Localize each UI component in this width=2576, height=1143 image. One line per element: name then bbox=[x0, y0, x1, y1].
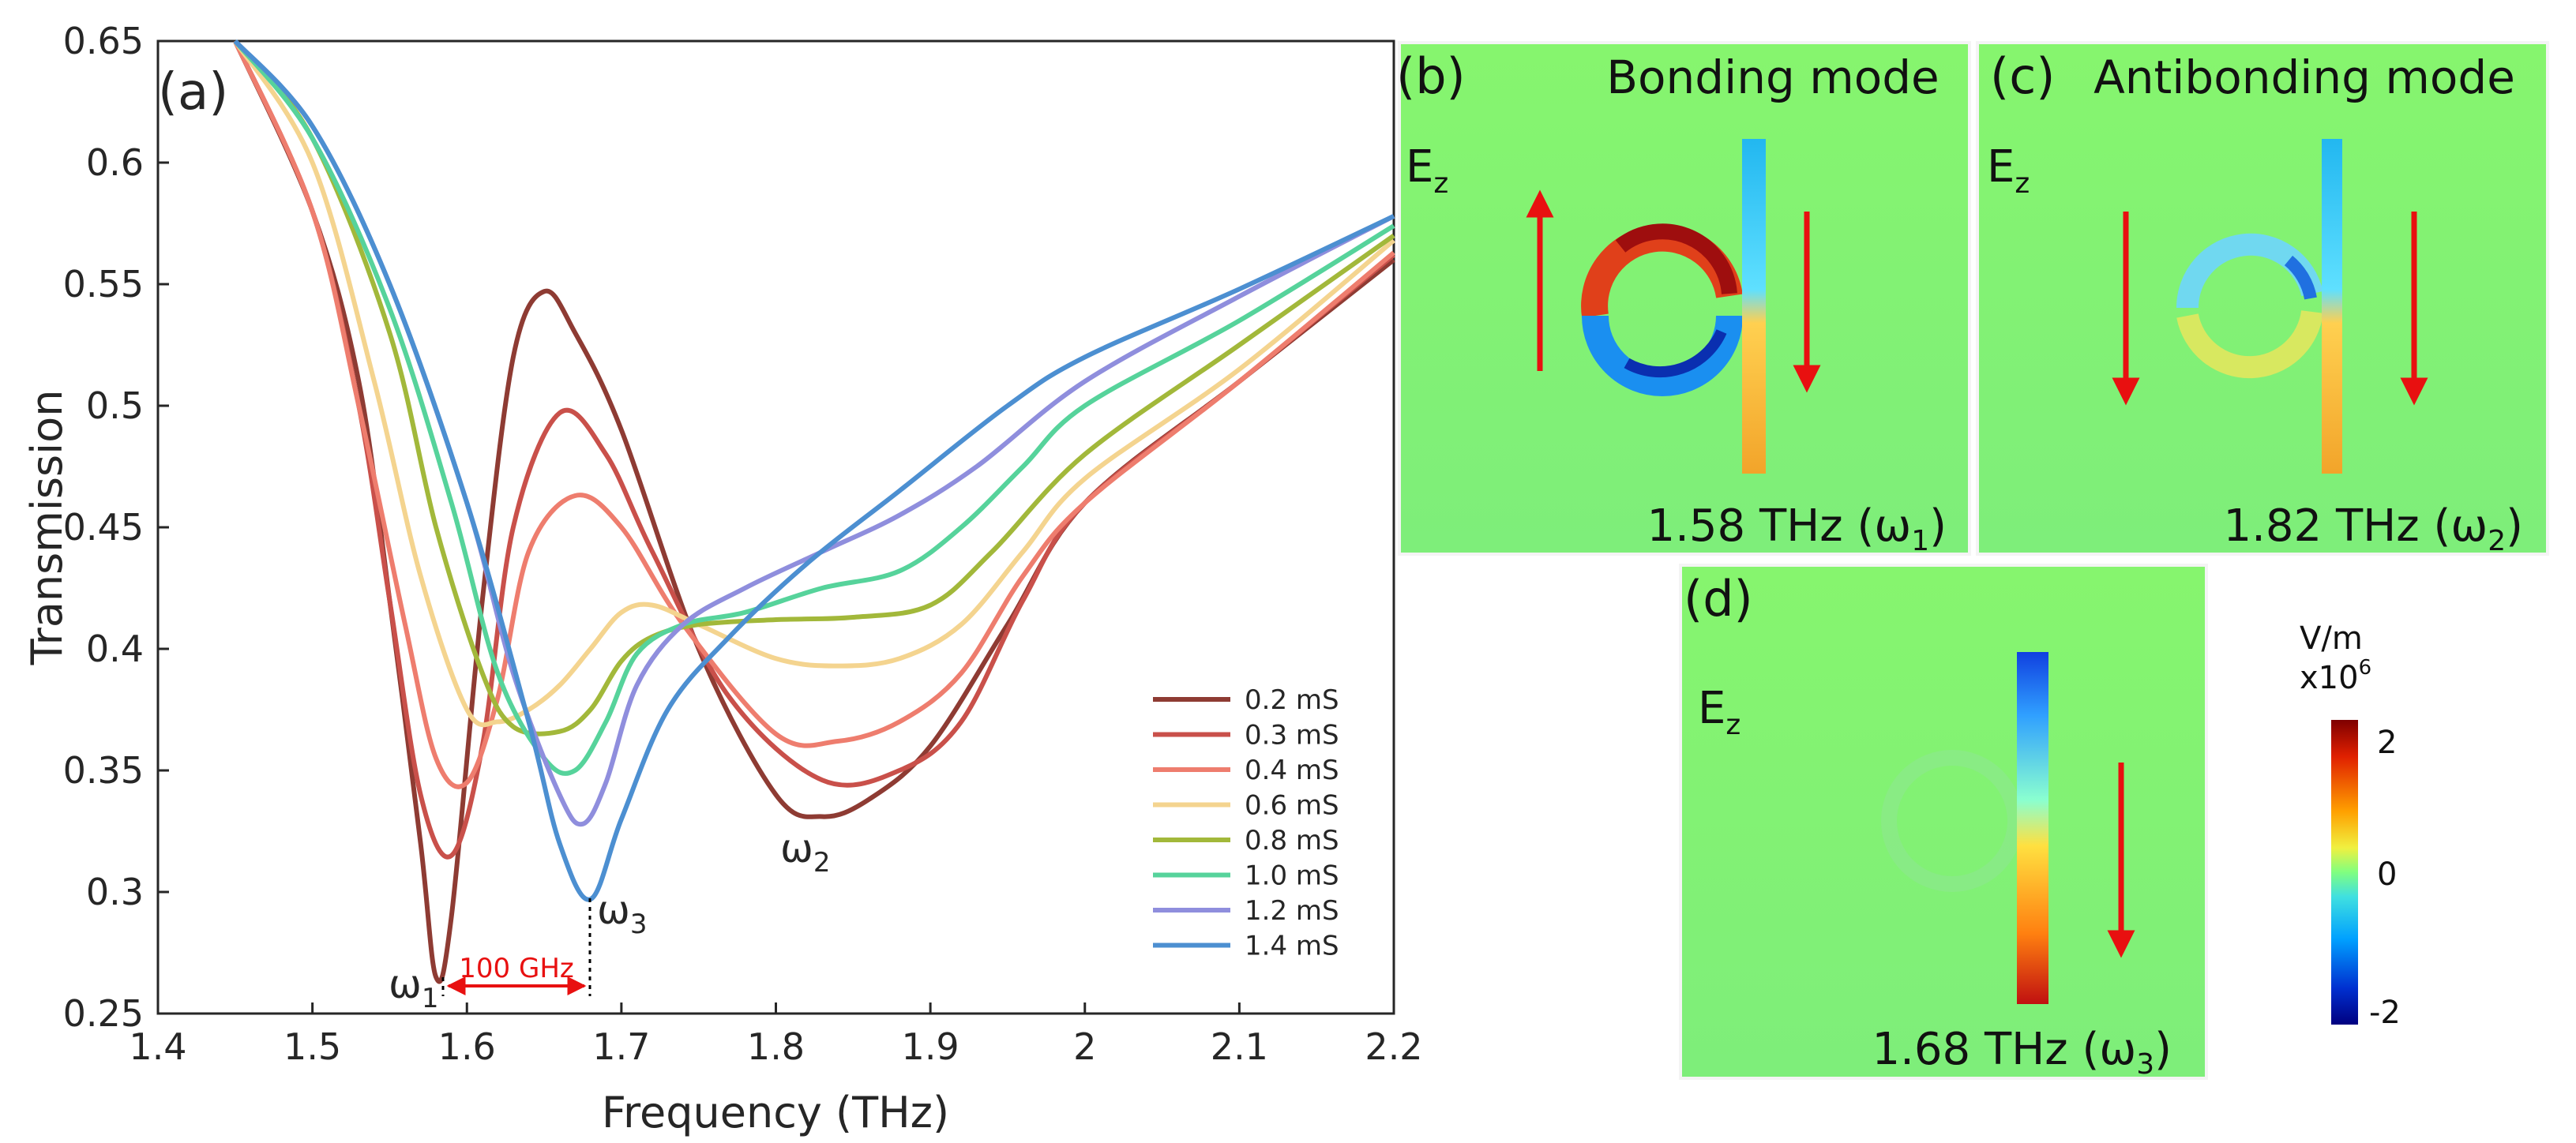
x-tick-label: 2 bbox=[1073, 1025, 1096, 1068]
omega1-label: ω1 bbox=[389, 961, 439, 1014]
panel-label-b: (b) bbox=[1396, 47, 1466, 105]
dipole-rod bbox=[2017, 652, 2048, 1004]
legend-label: 1.0 mS bbox=[1245, 860, 1339, 892]
legend-label: 0.3 mS bbox=[1245, 720, 1339, 751]
y-tick-label: 0.4 bbox=[86, 628, 144, 670]
mode-title-c: Antibonding mode bbox=[2093, 51, 2515, 104]
y-tick-label: 0.6 bbox=[86, 141, 144, 184]
legend: 0.2 mS 0.3 mS 0.4 mS 0.6 mS0.8 mS 1.0 mS1.2 … bbox=[1153, 684, 1339, 962]
series-line-0-8-mS bbox=[233, 39, 1395, 736]
dipole-rod bbox=[1742, 139, 1766, 474]
field-label-c: Ez bbox=[1987, 141, 2030, 200]
mode-title-b: Bonding mode bbox=[1606, 51, 1939, 104]
legend-label: 1.2 mS bbox=[1245, 895, 1339, 927]
x-tick-label: 1.6 bbox=[438, 1025, 496, 1068]
colorbar-scale: x106 bbox=[2300, 656, 2371, 696]
field-map-background bbox=[1679, 564, 2208, 1080]
ring-faint bbox=[1881, 750, 2023, 892]
series-line-0-3-mS bbox=[233, 39, 1395, 860]
legend-label: 0.8 mS bbox=[1245, 825, 1339, 856]
omega3-label: ω3 bbox=[597, 887, 648, 940]
dipole-rod bbox=[2322, 139, 2342, 474]
x-tick-label: 1.9 bbox=[902, 1025, 959, 1068]
y-tick-label: 0.5 bbox=[86, 384, 144, 427]
ring-bottom-core bbox=[1624, 329, 1727, 378]
panel-label-a: (a) bbox=[158, 63, 228, 122]
y-tick-label: 0.55 bbox=[63, 263, 144, 305]
caption-d: 1.68 THz (ω3) bbox=[1872, 1024, 2172, 1081]
y-tick-label: 0.3 bbox=[86, 871, 144, 913]
x-axis-label: Frequency (THz) bbox=[602, 1088, 949, 1137]
caption-c: 1.82 THz (ω2) bbox=[2223, 500, 2523, 557]
field-label-d: Ez bbox=[1698, 683, 1740, 741]
y-tick-label: 0.25 bbox=[63, 992, 144, 1035]
ring-bottom-half bbox=[2176, 309, 2323, 379]
ring-core bbox=[2284, 255, 2317, 300]
field-map-background bbox=[1398, 41, 1971, 556]
field-map-omega3: (d) Ez 1.68 THz (ω3) bbox=[1679, 564, 2208, 1081]
colorbar-unit: V/m bbox=[2300, 620, 2363, 657]
panel-label-d: (d) bbox=[1684, 570, 1753, 628]
field-map-antibonding: (c) Antibonding mode Ez 1.82 THz (ω2) bbox=[1976, 41, 2549, 557]
series-line-0-6-mS bbox=[233, 39, 1395, 728]
series-lines bbox=[233, 39, 1395, 984]
y-axis-label: Transmission bbox=[22, 390, 72, 666]
omega2-label: ω2 bbox=[780, 826, 831, 879]
x-axis-ticks: 1.4 1.5 1.6 1.7 1.8 1.9 2 2.1 2.2 bbox=[129, 1002, 1423, 1068]
y-tick-label: 0.45 bbox=[63, 506, 144, 549]
legend-label: 0.4 mS bbox=[1245, 755, 1339, 786]
ring-top-core bbox=[1615, 223, 1737, 294]
colorbar: V/m x106 2 0 -2 bbox=[2300, 620, 2401, 1031]
series-line-1-4-mS bbox=[233, 39, 1395, 902]
legend-label: 0.2 mS bbox=[1245, 684, 1339, 716]
x-tick-label: 1.4 bbox=[129, 1025, 186, 1068]
legend-label: 1.4 mS bbox=[1245, 931, 1339, 962]
colorbar-tick-zero: 0 bbox=[2377, 856, 2397, 893]
ring-bottom-half bbox=[1582, 315, 1743, 396]
spacing-label: 100 GHz bbox=[459, 953, 573, 984]
x-tick-label: 1.7 bbox=[592, 1025, 650, 1068]
colorbar-tick-max: 2 bbox=[2377, 725, 2397, 761]
x-tick-label: 1.5 bbox=[284, 1025, 341, 1068]
transmission-chart: 0.250.30.350.40.450.50.550.60.65 1.4 1.5 1… bbox=[22, 20, 1423, 1137]
x-tick-label: 1.8 bbox=[747, 1025, 805, 1068]
field-map-background bbox=[1976, 41, 2549, 556]
plot-area bbox=[156, 39, 1395, 1015]
series-line-0-4-mS bbox=[233, 39, 1395, 789]
y-axis-ticks: 0.25 0.3 0.35 0.4 0.45 0.5 0.55 0.6 0.65 bbox=[63, 20, 169, 1035]
caption-b: 1.58 THz (ω1) bbox=[1647, 500, 1947, 557]
field-label-b: Ez bbox=[1406, 141, 1448, 200]
colorbar-gradient bbox=[2331, 720, 2358, 1025]
series-line-1-0-mS bbox=[233, 39, 1395, 776]
x-tick-label: 2.2 bbox=[1365, 1025, 1422, 1068]
y-tick-label: 0.65 bbox=[63, 20, 144, 62]
legend-label: 0.6 mS bbox=[1245, 790, 1339, 822]
x-tick-label: 2.1 bbox=[1211, 1025, 1268, 1068]
colorbar-tick-min: -2 bbox=[2369, 995, 2401, 1031]
field-map-bonding: (b) Bonding mode Ez 1.58 THz (ω1) bbox=[1396, 41, 1971, 557]
y-tick-label: 0.35 bbox=[63, 749, 144, 792]
panel-label-c: (c) bbox=[1990, 47, 2055, 105]
